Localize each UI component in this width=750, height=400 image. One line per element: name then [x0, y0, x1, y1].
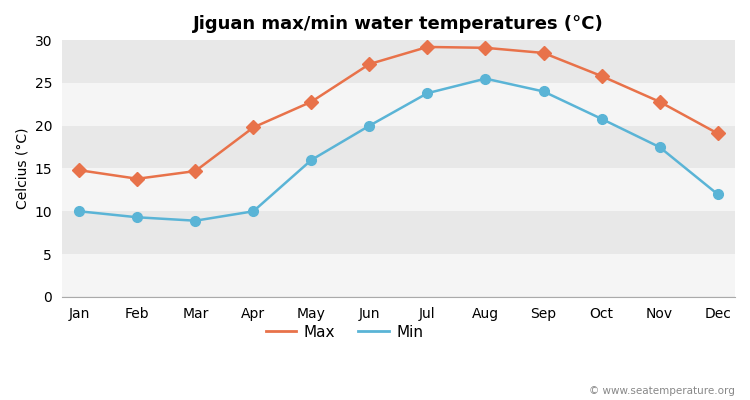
Y-axis label: Celcius (°C): Celcius (°C)	[15, 128, 29, 209]
Bar	[62, 168, 735, 211]
Text: © www.seatemperature.org: © www.seatemperature.org	[590, 386, 735, 396]
Title: Jiguan max/min water temperatures (°C): Jiguan max/min water temperatures (°C)	[193, 15, 604, 33]
Legend: Max, Min: Max, Min	[260, 318, 430, 346]
Bar	[62, 254, 735, 297]
Bar	[62, 83, 735, 126]
